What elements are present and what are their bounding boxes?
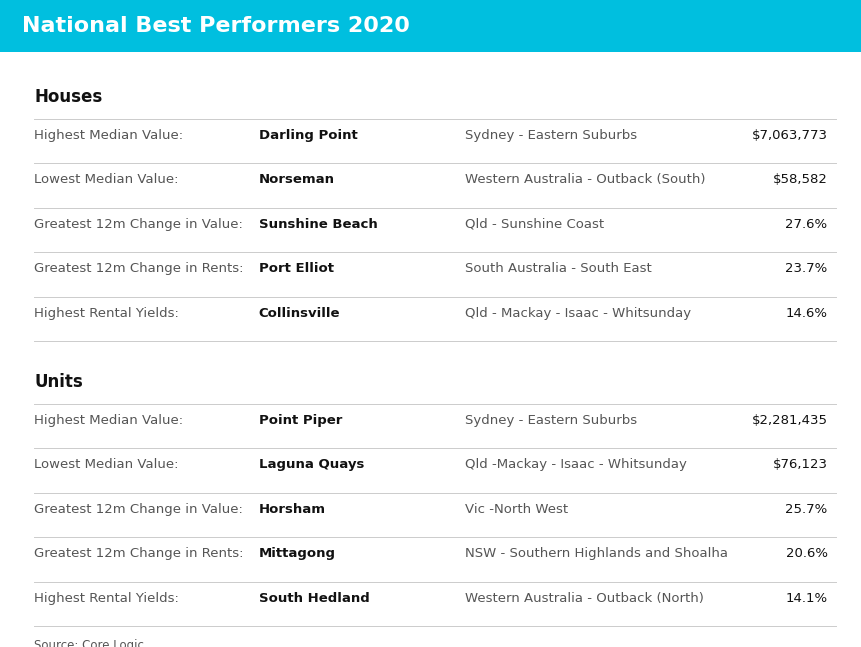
Text: $76,123: $76,123 [771, 458, 827, 471]
Text: Qld - Sunshine Coast: Qld - Sunshine Coast [465, 218, 604, 231]
Text: Greatest 12m Change in Value:: Greatest 12m Change in Value: [34, 503, 243, 516]
Text: Sunshine Beach: Sunshine Beach [258, 218, 377, 231]
Text: Point Piper: Point Piper [258, 413, 342, 426]
Text: Western Australia - Outback (North): Western Australia - Outback (North) [465, 591, 703, 604]
Text: $2,281,435: $2,281,435 [751, 413, 827, 426]
Text: NSW - Southern Highlands and Shoalha: NSW - Southern Highlands and Shoalha [465, 547, 728, 560]
Text: Western Australia - Outback (South): Western Australia - Outback (South) [465, 173, 705, 186]
Text: Laguna Quays: Laguna Quays [258, 458, 363, 471]
Text: Lowest Median Value:: Lowest Median Value: [34, 458, 179, 471]
Text: Port Elliot: Port Elliot [258, 262, 333, 276]
Text: 25.7%: 25.7% [784, 503, 827, 516]
Text: 23.7%: 23.7% [784, 262, 827, 276]
Text: Lowest Median Value:: Lowest Median Value: [34, 173, 179, 186]
Text: Qld -Mackay - Isaac - Whitsunday: Qld -Mackay - Isaac - Whitsunday [465, 458, 686, 471]
Text: Qld - Mackay - Isaac - Whitsunday: Qld - Mackay - Isaac - Whitsunday [465, 307, 691, 320]
Text: Highest Rental Yields:: Highest Rental Yields: [34, 591, 179, 604]
Text: 14.6%: 14.6% [784, 307, 827, 320]
Text: Sydney - Eastern Suburbs: Sydney - Eastern Suburbs [465, 129, 637, 142]
Text: Greatest 12m Change in Rents:: Greatest 12m Change in Rents: [34, 547, 244, 560]
Text: Houses: Houses [34, 89, 102, 106]
Text: Units: Units [34, 373, 84, 391]
Text: Vic -North West: Vic -North West [465, 503, 568, 516]
Text: Highest Median Value:: Highest Median Value: [34, 129, 183, 142]
Text: South Hedland: South Hedland [258, 591, 369, 604]
Text: $7,063,773: $7,063,773 [751, 129, 827, 142]
Text: Mittagong: Mittagong [258, 547, 335, 560]
Text: 20.6%: 20.6% [784, 547, 827, 560]
Text: Source: Core Logic: Source: Core Logic [34, 639, 144, 647]
Text: $58,582: $58,582 [771, 173, 827, 186]
FancyBboxPatch shape [0, 0, 861, 52]
Text: 14.1%: 14.1% [784, 591, 827, 604]
Text: Greatest 12m Change in Value:: Greatest 12m Change in Value: [34, 218, 243, 231]
Text: Highest Median Value:: Highest Median Value: [34, 413, 183, 426]
Text: National Best Performers 2020: National Best Performers 2020 [22, 16, 409, 36]
Text: Norseman: Norseman [258, 173, 334, 186]
Text: Sydney - Eastern Suburbs: Sydney - Eastern Suburbs [465, 413, 637, 426]
Text: Highest Rental Yields:: Highest Rental Yields: [34, 307, 179, 320]
Text: Greatest 12m Change in Rents:: Greatest 12m Change in Rents: [34, 262, 244, 276]
Text: Collinsville: Collinsville [258, 307, 340, 320]
Text: Darling Point: Darling Point [258, 129, 357, 142]
Text: 27.6%: 27.6% [784, 218, 827, 231]
Text: South Australia - South East: South Australia - South East [465, 262, 652, 276]
Text: Horsham: Horsham [258, 503, 325, 516]
